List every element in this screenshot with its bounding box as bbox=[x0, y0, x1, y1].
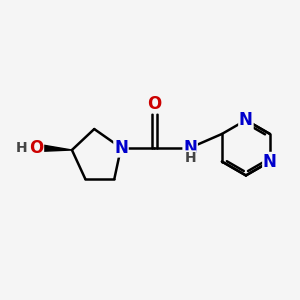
Polygon shape bbox=[36, 144, 72, 152]
Text: O: O bbox=[29, 139, 44, 157]
Text: N: N bbox=[114, 139, 128, 157]
Text: N: N bbox=[263, 153, 277, 171]
Text: N: N bbox=[239, 111, 253, 129]
Text: H: H bbox=[184, 151, 196, 165]
Text: H: H bbox=[16, 141, 28, 155]
Text: O: O bbox=[147, 94, 162, 112]
Text: N: N bbox=[183, 139, 197, 157]
